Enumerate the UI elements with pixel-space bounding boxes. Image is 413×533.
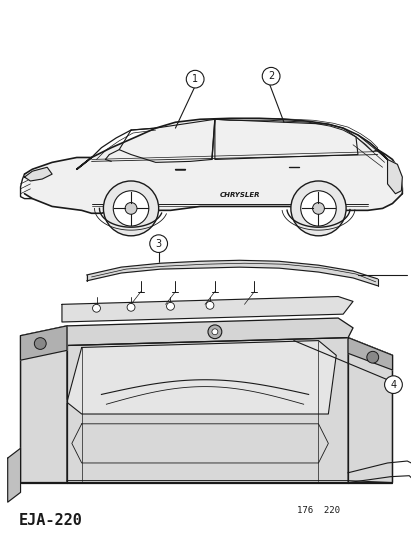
Polygon shape bbox=[387, 159, 401, 193]
Polygon shape bbox=[8, 448, 21, 502]
Polygon shape bbox=[21, 326, 67, 482]
Circle shape bbox=[384, 376, 401, 393]
Text: 176  220: 176 220 bbox=[296, 506, 339, 515]
Polygon shape bbox=[62, 296, 352, 322]
Circle shape bbox=[186, 70, 204, 88]
Text: 1: 1 bbox=[192, 74, 198, 84]
Circle shape bbox=[290, 181, 345, 236]
Text: CHRYSLER: CHRYSLER bbox=[219, 192, 259, 198]
Text: 3: 3 bbox=[155, 239, 161, 249]
Polygon shape bbox=[24, 167, 52, 181]
Circle shape bbox=[366, 351, 378, 363]
Polygon shape bbox=[347, 337, 392, 370]
Circle shape bbox=[34, 337, 46, 350]
Circle shape bbox=[211, 329, 217, 335]
Circle shape bbox=[113, 191, 148, 226]
Polygon shape bbox=[67, 318, 352, 345]
Circle shape bbox=[125, 203, 137, 214]
Circle shape bbox=[93, 304, 100, 312]
Polygon shape bbox=[21, 336, 392, 482]
Circle shape bbox=[127, 303, 135, 311]
Circle shape bbox=[207, 325, 221, 338]
Polygon shape bbox=[347, 337, 392, 482]
Text: EJA-220: EJA-220 bbox=[19, 513, 83, 528]
Circle shape bbox=[312, 203, 324, 214]
Circle shape bbox=[261, 67, 279, 85]
Circle shape bbox=[150, 235, 167, 253]
Polygon shape bbox=[86, 260, 377, 286]
Circle shape bbox=[103, 181, 158, 236]
Circle shape bbox=[300, 191, 335, 226]
Text: 4: 4 bbox=[389, 379, 396, 390]
Circle shape bbox=[206, 302, 214, 309]
Circle shape bbox=[166, 302, 174, 310]
Polygon shape bbox=[24, 118, 401, 213]
Polygon shape bbox=[21, 326, 67, 360]
Polygon shape bbox=[67, 341, 335, 414]
Text: 2: 2 bbox=[267, 71, 273, 81]
